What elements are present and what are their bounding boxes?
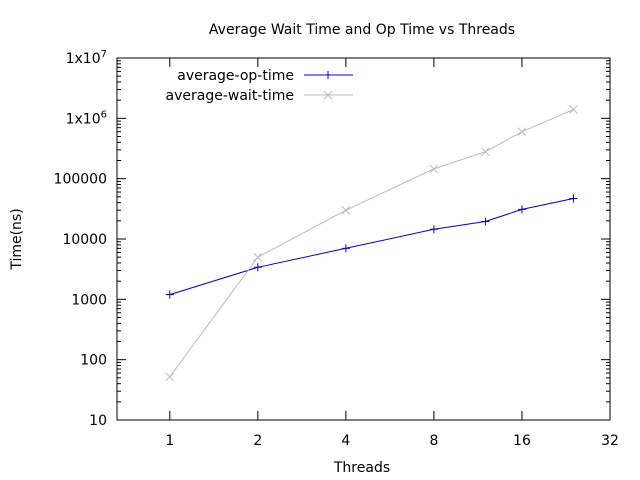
y-tick-label: 10000	[62, 232, 107, 248]
data-point	[481, 147, 490, 157]
y-tick-label: 100000	[54, 172, 107, 188]
y-tick-label: 1x107	[66, 49, 107, 67]
data-point	[253, 263, 262, 272]
point-marker-d2	[481, 147, 490, 157]
series-layer	[165, 105, 578, 382]
x-axis-label: Threads	[333, 460, 390, 476]
series-average-wait-time	[165, 105, 578, 382]
point-marker-d2	[165, 372, 175, 382]
data-point	[569, 194, 578, 203]
legend: average-op-time average-wait-time	[166, 68, 353, 104]
plot-border	[116, 57, 611, 421]
legend-marker-d2	[323, 90, 333, 100]
chart-title: Average Wait Time and Op Time vs Threads	[209, 22, 515, 38]
legend-marker	[323, 90, 333, 100]
legend-marker	[324, 71, 332, 79]
data-point	[429, 164, 439, 174]
data-point	[253, 252, 263, 262]
y-tick-label: 10	[89, 413, 107, 429]
point-marker-d2	[517, 127, 527, 137]
legend-label: average-wait-time	[166, 88, 294, 104]
data-point	[341, 244, 350, 253]
data-point	[165, 372, 175, 382]
y-tick-label: 1x106	[66, 109, 107, 127]
point-marker-d2	[341, 205, 351, 215]
y-tick-label: 100	[80, 353, 107, 369]
y-tick-label-base: 1x10	[66, 51, 101, 67]
data-point	[429, 225, 438, 234]
data-point	[165, 290, 174, 299]
y-tick-label-base: 1x10	[66, 111, 101, 127]
x-tick-label: 32	[601, 433, 619, 449]
legend-label: average-op-time	[177, 68, 294, 84]
x-tick-label: 4	[341, 433, 350, 449]
series-average-op-time	[165, 194, 578, 299]
data-point	[517, 205, 526, 214]
data-point	[341, 205, 351, 215]
point-marker-d2	[253, 252, 263, 262]
x-tick-label: 1	[165, 433, 174, 449]
data-point	[517, 127, 527, 137]
point-marker-d2	[569, 105, 578, 114]
x-tick-label: 2	[253, 433, 262, 449]
series-line-average-op-time	[169, 198, 574, 296]
y-axis-label: Time(ns)	[9, 208, 25, 270]
data-point	[481, 217, 490, 226]
x-tick-label: 8	[429, 433, 438, 449]
y-tick-label: 1000	[71, 292, 107, 308]
x-tick-label: 16	[513, 433, 531, 449]
y-tick-label-exponent: 6	[101, 109, 107, 120]
y-tick-label-exponent: 7	[101, 49, 107, 60]
data-point	[569, 105, 578, 114]
point-marker-d2	[429, 164, 439, 174]
